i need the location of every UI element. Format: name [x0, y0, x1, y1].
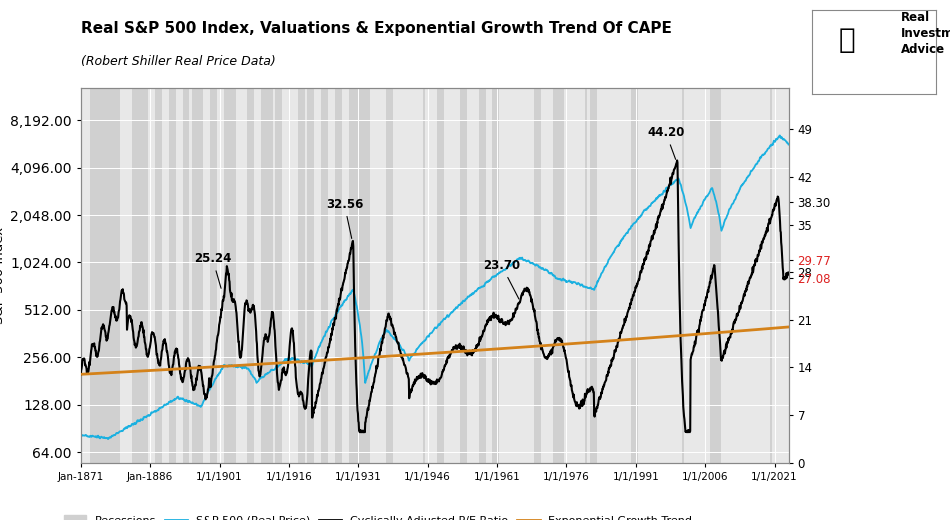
Bar: [479, 88, 485, 463]
Text: 23.70: 23.70: [484, 259, 521, 299]
Text: 25.24: 25.24: [194, 252, 231, 288]
Bar: [631, 88, 638, 463]
Bar: [90, 88, 120, 463]
Bar: [437, 88, 444, 463]
Bar: [182, 88, 189, 463]
Bar: [308, 88, 314, 463]
Bar: [276, 88, 282, 463]
Bar: [590, 88, 597, 463]
Bar: [386, 88, 393, 463]
Bar: [321, 88, 329, 463]
Bar: [710, 88, 721, 463]
Y-axis label: S&P 500 Index: S&P 500 Index: [0, 227, 6, 324]
Text: Real
Investment
Advice: Real Investment Advice: [902, 11, 950, 56]
Bar: [585, 88, 587, 463]
Bar: [298, 88, 305, 463]
Text: 🦅: 🦅: [839, 25, 855, 54]
Bar: [132, 88, 148, 463]
Bar: [492, 88, 500, 463]
Bar: [553, 88, 564, 463]
Bar: [423, 88, 426, 463]
Text: (Robert Shiller Real Price Data): (Robert Shiller Real Price Data): [81, 55, 276, 68]
Legend: Recessions, S&P 500 (Real Price), Cyclically Adjusted P/E Ratio, Exponential Gro: Recessions, S&P 500 (Real Price), Cyclic…: [59, 511, 697, 520]
Text: Real S&P 500 Index, Valuations & Exponential Growth Trend Of CAPE: Real S&P 500 Index, Valuations & Exponen…: [81, 21, 672, 36]
Bar: [192, 88, 203, 463]
Bar: [224, 88, 236, 463]
Bar: [682, 88, 684, 463]
Bar: [460, 88, 467, 463]
Bar: [534, 88, 541, 463]
Bar: [210, 88, 218, 463]
Bar: [155, 88, 162, 463]
Bar: [770, 88, 772, 463]
Bar: [169, 88, 176, 463]
Bar: [335, 88, 342, 463]
Text: 44.20: 44.20: [647, 126, 685, 159]
Bar: [349, 88, 370, 463]
Bar: [261, 88, 273, 463]
Text: 32.56: 32.56: [326, 198, 363, 239]
Bar: [247, 88, 255, 463]
